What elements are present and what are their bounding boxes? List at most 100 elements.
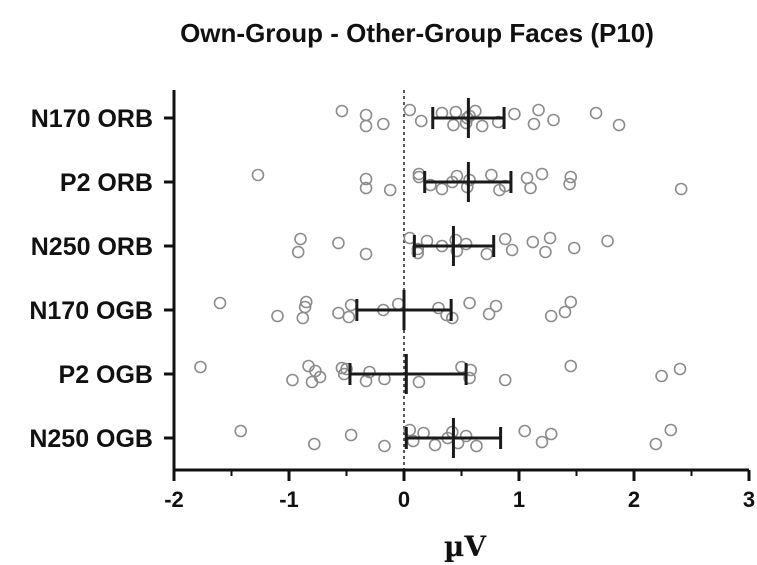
data-point	[363, 365, 376, 379]
data-point	[482, 307, 496, 321]
data-point	[403, 103, 417, 117]
data-point	[296, 311, 310, 325]
data-point	[302, 359, 315, 373]
category-label: N170 OGB	[29, 297, 153, 325]
data-point	[213, 296, 227, 310]
data-point	[459, 237, 473, 251]
data-point	[286, 373, 299, 387]
data-point	[403, 423, 417, 437]
data-point	[411, 242, 425, 256]
data-point	[518, 424, 532, 438]
data-point	[505, 243, 519, 257]
data-point	[524, 181, 537, 195]
data-point	[359, 172, 373, 186]
data-points	[194, 103, 688, 453]
data-point	[305, 375, 319, 389]
data-point	[463, 371, 476, 385]
data-point	[485, 168, 498, 182]
data-point	[527, 117, 541, 131]
category-label: P2 OGB	[59, 361, 153, 389]
data-point	[544, 309, 558, 323]
data-point	[271, 309, 284, 323]
x-tick-label: 2	[628, 487, 640, 512]
data-point	[480, 247, 494, 261]
category-label: N250 ORB	[31, 233, 153, 261]
x-axis-label: µV	[444, 530, 487, 563]
data-point	[655, 369, 668, 383]
chart-title: Own-Group - Other-Group Faces (P10)	[180, 18, 654, 48]
data-point	[359, 119, 373, 133]
data-point	[344, 298, 358, 312]
data-point	[547, 113, 560, 127]
data-point	[344, 428, 358, 442]
data-point	[539, 245, 552, 259]
data-point	[544, 427, 558, 441]
data-point	[674, 182, 688, 196]
data-point	[332, 306, 345, 320]
error-bars	[348, 98, 513, 458]
data-point	[335, 361, 349, 375]
data-point	[673, 362, 687, 376]
data-point	[234, 424, 247, 438]
category-label: P2 ORB	[60, 169, 153, 197]
data-point	[532, 103, 545, 117]
data-point	[564, 170, 578, 184]
data-point	[449, 233, 463, 247]
data-point	[498, 232, 512, 246]
category-label: N170 ORB	[31, 105, 153, 133]
data-point	[194, 360, 207, 374]
data-point	[251, 168, 265, 182]
data-point	[335, 104, 349, 118]
data-point	[508, 107, 521, 121]
data-point	[589, 106, 603, 120]
data-point	[563, 177, 576, 191]
data-point	[412, 375, 426, 389]
data-point	[470, 439, 483, 453]
data-point	[564, 359, 578, 373]
data-point	[359, 181, 373, 195]
data-point	[558, 305, 572, 319]
data-point	[332, 236, 345, 250]
x-tick-label: 1	[513, 487, 525, 512]
x-tick-label: -2	[164, 487, 184, 512]
data-point	[449, 105, 463, 119]
data-point	[359, 108, 373, 122]
data-point	[543, 231, 557, 245]
data-point	[359, 247, 373, 261]
data-point	[414, 114, 428, 128]
data-point	[601, 234, 614, 248]
x-tick-label: 0	[398, 487, 410, 512]
data-point	[612, 118, 626, 132]
data-point	[435, 182, 449, 196]
data-point	[342, 310, 356, 324]
data-point	[535, 435, 549, 449]
x-tick-label: -1	[279, 487, 299, 512]
data-point	[307, 437, 321, 451]
data-point	[313, 370, 327, 384]
data-point	[526, 235, 540, 249]
data-point	[376, 117, 390, 131]
x-axis: -2 -1 0 1 2 3	[164, 468, 755, 512]
data-point	[664, 423, 678, 437]
category-labels: N170 ORB P2 ORB N250 ORB N170 OGB P2 OGB N250…	[29, 105, 153, 453]
data-point	[649, 437, 663, 451]
data-point	[291, 245, 305, 259]
data-point	[475, 119, 489, 133]
data-point	[489, 299, 503, 313]
data-point	[567, 241, 581, 255]
data-point	[391, 297, 405, 311]
data-point	[463, 296, 476, 310]
data-point	[428, 438, 442, 452]
data-point	[299, 295, 313, 309]
data-point	[383, 183, 397, 197]
category-label: N250 OGB	[29, 425, 153, 453]
x-tick-label: 3	[743, 487, 755, 512]
data-point	[498, 373, 512, 387]
data-point	[535, 167, 549, 181]
data-point	[378, 439, 391, 453]
data-point	[294, 232, 307, 246]
data-point	[432, 301, 445, 315]
data-point	[459, 429, 473, 443]
y-axis	[164, 90, 176, 470]
